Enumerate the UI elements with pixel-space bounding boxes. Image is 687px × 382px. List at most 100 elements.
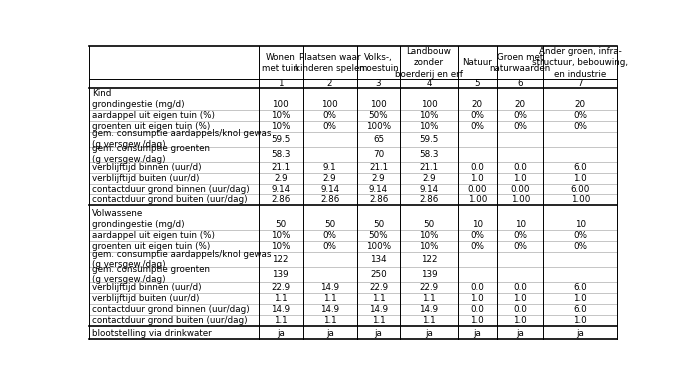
Text: 1.1: 1.1 [372,294,385,303]
Text: 50: 50 [373,220,384,229]
Text: 0%: 0% [323,242,337,251]
Text: 0.00: 0.00 [468,185,487,194]
Text: 1.1: 1.1 [423,316,436,325]
Text: 14.9: 14.9 [320,305,339,314]
Text: 2.9: 2.9 [372,173,385,183]
Text: aardappel uit eigen tuin (%): aardappel uit eigen tuin (%) [92,111,215,120]
Text: 14.9: 14.9 [369,305,388,314]
Text: 9.14: 9.14 [320,185,339,194]
Text: 0%: 0% [573,231,587,240]
Text: 21.1: 21.1 [420,163,438,172]
Text: 122: 122 [420,255,437,264]
Text: 1.0: 1.0 [574,173,587,183]
Text: 0%: 0% [323,111,337,120]
Text: 0%: 0% [573,242,587,251]
Text: 0.0: 0.0 [471,283,484,292]
Text: 22.9: 22.9 [420,283,438,292]
Text: 0.0: 0.0 [471,163,484,172]
Text: ja: ja [576,329,584,338]
Text: 4: 4 [426,79,431,88]
Text: 100%: 100% [366,242,391,251]
Text: 1.00: 1.00 [510,196,530,204]
Text: Kind: Kind [92,89,111,98]
Text: Natuur: Natuur [462,58,493,68]
Text: Plaatsen waar
kinderen spelen: Plaatsen waar kinderen spelen [295,53,365,73]
Text: 10%: 10% [271,111,291,120]
Text: 0%: 0% [471,231,484,240]
Text: 1.1: 1.1 [372,316,385,325]
Text: 0%: 0% [471,111,484,120]
Text: 1.1: 1.1 [323,316,337,325]
Text: 6.00: 6.00 [570,185,590,194]
Text: 0.00: 0.00 [510,185,530,194]
Text: 1.0: 1.0 [471,294,484,303]
Text: 6.0: 6.0 [574,305,587,314]
Text: Volwassene: Volwassene [92,209,143,218]
Text: 100: 100 [370,100,387,109]
Text: 0.0: 0.0 [513,283,527,292]
Text: Landbouw
zonder
boerderij en erf: Landbouw zonder boerderij en erf [395,47,463,79]
Text: 0%: 0% [471,122,484,131]
Text: gem. consumptie aardappels/knol gewas
(g versgew./dag): gem. consumptie aardappels/knol gewas (g… [92,129,271,149]
Text: 1.1: 1.1 [323,294,337,303]
Text: 1.0: 1.0 [471,316,484,325]
Text: 1.00: 1.00 [468,196,487,204]
Text: 100: 100 [272,100,289,109]
Text: ja: ja [473,329,482,338]
Text: 100: 100 [420,100,438,109]
Text: ja: ja [277,329,284,338]
Text: blootstelling via drinkwater: blootstelling via drinkwater [92,329,212,338]
Text: 139: 139 [273,270,289,279]
Text: 2.9: 2.9 [274,173,288,183]
Text: contactduur grond buiten (uur/dag): contactduur grond buiten (uur/dag) [92,196,247,204]
Text: 100: 100 [322,100,338,109]
Text: 1.1: 1.1 [274,294,288,303]
Text: 1.0: 1.0 [574,316,587,325]
Text: 70: 70 [373,150,384,159]
Text: ja: ja [374,329,383,338]
Text: 50: 50 [275,220,286,229]
Text: Ander groen, infra-
structuur, bebouwing,
en industrie: Ander groen, infra- structuur, bebouwing… [532,47,628,79]
Text: 6.0: 6.0 [574,163,587,172]
Text: 21.1: 21.1 [271,163,291,172]
Text: 10%: 10% [271,122,291,131]
Text: gem. consumptie aardappels/knol gewas
(g versgew./dag): gem. consumptie aardappels/knol gewas (g… [92,249,271,269]
Text: 1.1: 1.1 [274,316,288,325]
Text: 1.1: 1.1 [423,294,436,303]
Text: 21.1: 21.1 [369,163,388,172]
Text: verblijftijd buiten (uur/d): verblijftijd buiten (uur/d) [92,173,199,183]
Text: verblijftijd buiten (uur/d): verblijftijd buiten (uur/d) [92,294,199,303]
Text: 9.1: 9.1 [323,163,337,172]
Text: 10%: 10% [271,242,291,251]
Text: 20: 20 [515,100,526,109]
Text: 7: 7 [577,79,583,88]
Text: 58.3: 58.3 [271,150,291,159]
Text: 134: 134 [370,255,387,264]
Text: 10%: 10% [271,231,291,240]
Text: verblijftijd binnen (uur/d): verblijftijd binnen (uur/d) [92,163,201,172]
Text: 9.14: 9.14 [271,185,291,194]
Text: 0.0: 0.0 [513,163,527,172]
Text: 50: 50 [423,220,435,229]
Text: verblijftijd binnen (uur/d): verblijftijd binnen (uur/d) [92,283,201,292]
Text: 250: 250 [370,270,387,279]
Text: contactduur grond buiten (uur/dag): contactduur grond buiten (uur/dag) [92,316,247,325]
Text: 0.0: 0.0 [471,305,484,314]
Text: 0%: 0% [573,111,587,120]
Text: Groen met
naturwaarden: Groen met naturwaarden [490,53,551,73]
Text: 9.14: 9.14 [420,185,438,194]
Text: 50%: 50% [369,111,388,120]
Text: 20: 20 [574,100,586,109]
Text: groenten uit eigen tuin (%): groenten uit eigen tuin (%) [92,122,210,131]
Text: gem. consumptie groenten
(g versgew./dag): gem. consumptie groenten (g versgew./dag… [92,265,210,284]
Text: 1.00: 1.00 [570,196,590,204]
Text: 2.9: 2.9 [423,173,436,183]
Text: 59.5: 59.5 [271,135,291,144]
Text: 0%: 0% [471,242,484,251]
Text: 2: 2 [327,79,333,88]
Text: Wonen
met tuin: Wonen met tuin [262,53,299,73]
Text: 22.9: 22.9 [369,283,388,292]
Text: 1.0: 1.0 [471,173,484,183]
Text: 10%: 10% [419,111,439,120]
Text: 10%: 10% [419,122,439,131]
